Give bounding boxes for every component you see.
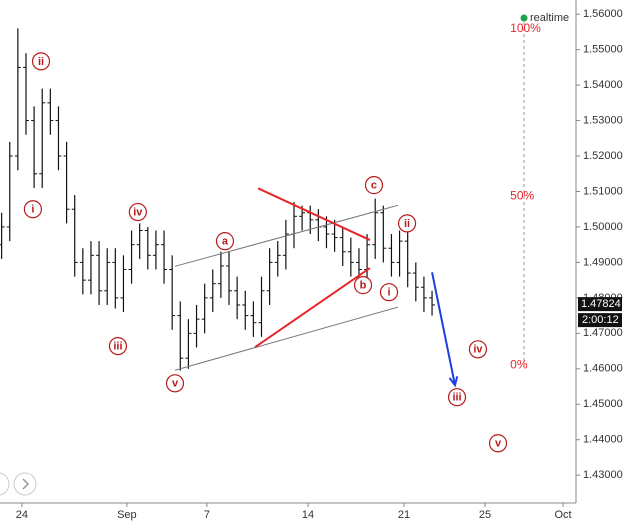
y-tick-label: 1.43000 bbox=[583, 469, 623, 481]
nav-prev[interactable] bbox=[0, 472, 10, 496]
y-tick-label: 1.53000 bbox=[583, 114, 623, 126]
wave-badge bbox=[165, 374, 185, 393]
trend-line bbox=[174, 306, 399, 371]
wave-label: b bbox=[360, 280, 367, 292]
nav-next-icon bbox=[22, 478, 30, 490]
fib-label: 0% bbox=[510, 357, 528, 371]
wave-label: ii bbox=[404, 218, 410, 230]
x-tick-label: 21 bbox=[398, 509, 410, 521]
last-price-label: 1.47824 bbox=[581, 298, 621, 310]
wave-badge bbox=[364, 176, 384, 195]
wave-label: iii bbox=[113, 341, 122, 353]
wave-badge bbox=[379, 283, 399, 302]
countdown-box bbox=[578, 313, 622, 328]
wave-label: i bbox=[31, 204, 34, 216]
wave-badge bbox=[397, 214, 417, 233]
wave-label: c bbox=[371, 180, 377, 192]
trend-line bbox=[254, 267, 371, 348]
status-dot bbox=[520, 14, 528, 22]
wave-badge bbox=[468, 340, 488, 359]
wave-label: iii bbox=[452, 392, 461, 404]
y-tick-label: 1.51000 bbox=[583, 185, 623, 197]
status-label: realtime bbox=[530, 12, 569, 24]
wave-label: iv bbox=[133, 206, 143, 218]
wave-label: ii bbox=[38, 56, 44, 68]
wave-label: a bbox=[222, 236, 229, 248]
nav-buttons[interactable] bbox=[0, 472, 37, 496]
y-tick-label: 1.46000 bbox=[583, 363, 623, 375]
wave-badge bbox=[353, 276, 373, 295]
y-tick-label: 1.49000 bbox=[583, 256, 623, 268]
y-tick-label: 1.50000 bbox=[583, 221, 623, 233]
wave-badge bbox=[447, 388, 467, 407]
wave-label: i bbox=[387, 287, 390, 299]
fib-label: 50% bbox=[510, 188, 534, 202]
wave-badge bbox=[23, 200, 42, 219]
wave-label: v bbox=[495, 438, 502, 450]
wave-badge bbox=[215, 232, 235, 251]
x-tick-label: Oct bbox=[554, 509, 571, 521]
wave-label: iv bbox=[473, 344, 483, 356]
wave-badge bbox=[488, 434, 508, 453]
y-tick-label: 1.52000 bbox=[583, 150, 623, 162]
y-tick-label: 1.54000 bbox=[583, 79, 623, 91]
wave-badge bbox=[31, 52, 51, 71]
trend-line bbox=[431, 272, 456, 386]
y-tick-label: 1.47000 bbox=[583, 327, 623, 339]
wave-badge bbox=[108, 336, 128, 356]
trend-line bbox=[174, 204, 399, 267]
last-price-box bbox=[578, 297, 622, 312]
fib-label: 100% bbox=[510, 21, 541, 35]
nav-next[interactable] bbox=[13, 472, 37, 496]
y-tick-label: 1.56000 bbox=[583, 8, 623, 20]
x-tick-label: 25 bbox=[479, 509, 491, 521]
x-tick-label: 24 bbox=[16, 509, 28, 521]
arrow-head bbox=[448, 376, 459, 388]
y-tick-label: 1.55000 bbox=[583, 44, 623, 56]
wave-badge bbox=[128, 202, 147, 222]
x-tick-label: 7 bbox=[204, 509, 210, 521]
countdown-label: 2:00:12 bbox=[582, 314, 619, 326]
x-tick-label: Sep bbox=[117, 509, 137, 521]
trend-line bbox=[257, 187, 371, 241]
y-tick-label: 1.44000 bbox=[583, 434, 623, 446]
y-tick-label: 1.45000 bbox=[583, 398, 623, 410]
wave-label: v bbox=[172, 378, 179, 390]
x-tick-label: 14 bbox=[302, 509, 314, 521]
